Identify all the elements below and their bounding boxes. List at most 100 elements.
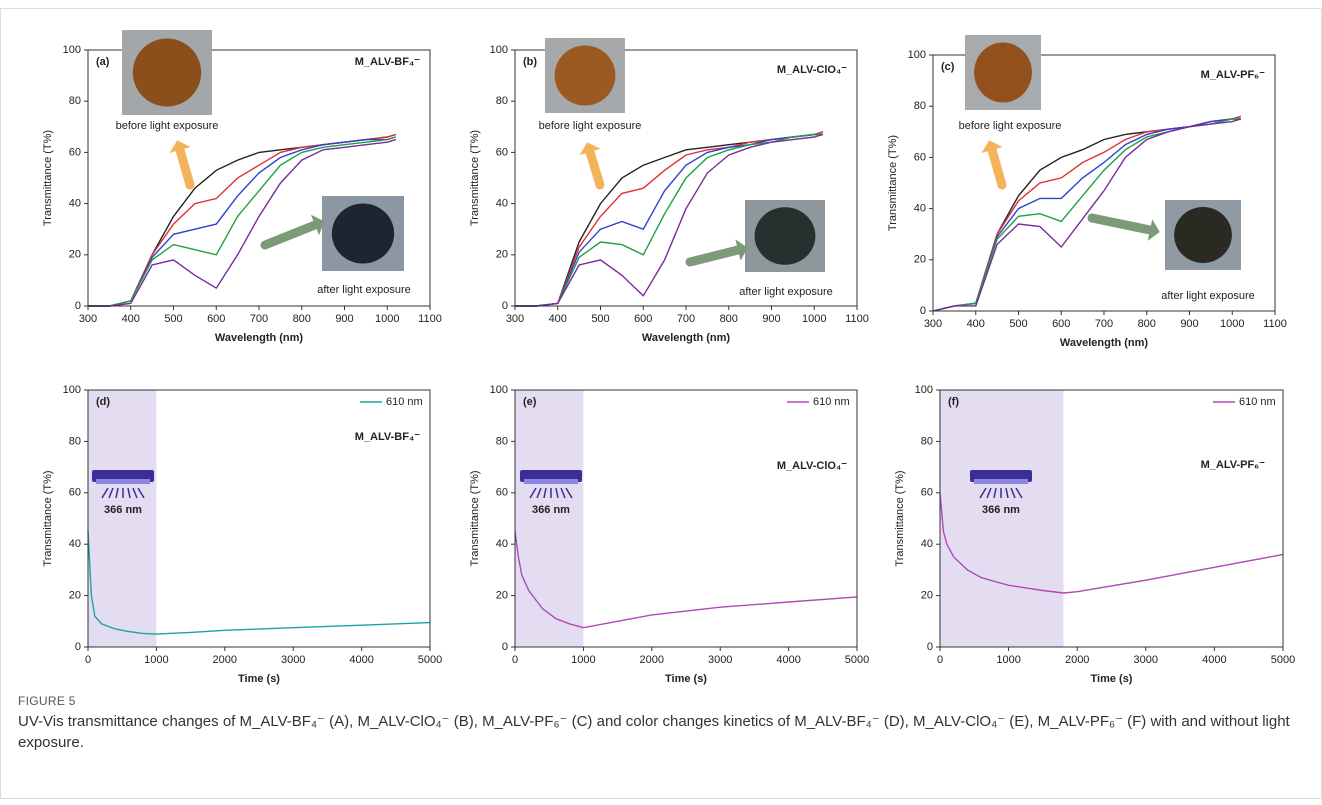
- sample-disc: [554, 45, 616, 106]
- sample-disc: [754, 207, 816, 265]
- panel-label: (a): [96, 56, 110, 68]
- y-axis-label: Transmittance (T%): [894, 470, 906, 566]
- inset-caption: after light exposure: [317, 284, 411, 296]
- lamp-label: 366 nm: [104, 504, 142, 516]
- arrow: [685, 245, 743, 267]
- x-tick-label: 1100: [1263, 318, 1287, 330]
- x-tick-label: 1000: [802, 313, 826, 325]
- lamp-ray: [986, 487, 992, 499]
- y-tick-label: 40: [69, 538, 81, 550]
- panel-title: M_ALV-ClO₄⁻: [777, 460, 847, 472]
- lamp-ray: [565, 487, 573, 499]
- x-tick-label: 2000: [1065, 654, 1089, 666]
- y-tick-label: 0: [920, 305, 926, 317]
- x-axis-label: Wavelength (nm): [215, 332, 304, 344]
- sample-disc: [331, 203, 395, 264]
- y-axis-label: Transmittance (T%): [469, 470, 481, 566]
- y-tick-label: 0: [502, 641, 508, 653]
- lamp-ray: [127, 487, 131, 499]
- x-tick-label: 0: [85, 654, 91, 666]
- arrow: [260, 220, 320, 250]
- lamp-ray: [1010, 487, 1016, 499]
- y-tick-label: 100: [490, 44, 508, 56]
- y-tick-label: 20: [921, 590, 933, 602]
- lamp-ray: [101, 487, 109, 499]
- lamp-ray: [536, 487, 542, 499]
- y-tick-label: 20: [496, 249, 508, 261]
- arrow-head: [981, 140, 1003, 154]
- x-tick-label: 3000: [281, 654, 305, 666]
- x-tick-label: 4000: [776, 654, 800, 666]
- sample-disc: [132, 38, 202, 107]
- y-tick-label: 80: [496, 95, 508, 107]
- x-tick-label: 1000: [1220, 318, 1244, 330]
- y-tick-label: 100: [490, 384, 508, 396]
- x-tick-label: 3000: [708, 654, 732, 666]
- inset-caption: before light exposure: [116, 120, 219, 132]
- y-tick-label: 60: [496, 146, 508, 158]
- y-tick-label: 0: [75, 300, 81, 312]
- y-tick-label: 40: [496, 538, 508, 550]
- y-tick-label: 60: [69, 146, 81, 158]
- panel-label: (e): [523, 396, 537, 408]
- lamp-ray: [1015, 487, 1023, 499]
- lamp-glow: [974, 479, 1028, 484]
- y-axis-label: Transmittance (T%): [469, 130, 481, 226]
- legend-label: 610 nm: [386, 396, 423, 408]
- lamp-ray: [543, 487, 547, 499]
- y-axis-label: Transmittance (T%): [42, 470, 54, 566]
- lamp-ray: [115, 487, 119, 499]
- legend-label: 610 nm: [1239, 396, 1276, 408]
- arrow: [987, 145, 1007, 190]
- arrow: [585, 147, 605, 190]
- y-tick-label: 80: [921, 435, 933, 447]
- lamp-ray: [137, 487, 145, 499]
- inset-caption: after light exposure: [739, 286, 833, 298]
- panel-title: M_ALV-BF₄⁻: [355, 431, 420, 443]
- y-tick-label: 60: [496, 487, 508, 499]
- x-tick-label: 800: [1138, 318, 1156, 330]
- arrow-head: [1147, 219, 1160, 241]
- axes-frame: [939, 389, 1284, 648]
- y-tick-label: 80: [496, 435, 508, 447]
- y-tick-label: 80: [69, 435, 81, 447]
- x-tick-label: 300: [924, 318, 942, 330]
- y-tick-label: 40: [921, 538, 933, 550]
- data-line: [88, 138, 397, 307]
- y-tick-label: 60: [69, 487, 81, 499]
- y-tick-label: 100: [915, 384, 933, 396]
- x-tick-label: 800: [293, 313, 311, 325]
- y-tick-label: 40: [914, 203, 926, 215]
- x-tick-label: 1000: [571, 654, 595, 666]
- x-tick-label: 500: [591, 313, 609, 325]
- x-tick-label: 0: [512, 654, 518, 666]
- x-tick-label: 2000: [640, 654, 664, 666]
- y-tick-label: 0: [927, 641, 933, 653]
- y-tick-label: 80: [914, 100, 926, 112]
- sample-disc: [1174, 207, 1232, 263]
- x-tick-label: 2000: [213, 654, 237, 666]
- arrow-head: [735, 239, 748, 261]
- data-line: [515, 133, 823, 307]
- y-tick-label: 0: [502, 300, 508, 312]
- x-axis-label: Time (s): [238, 673, 280, 685]
- arrow-head: [579, 142, 601, 156]
- data-line: [515, 133, 823, 307]
- y-tick-label: 100: [63, 44, 81, 56]
- arrow-head: [169, 140, 191, 154]
- lamp-ray: [993, 487, 997, 499]
- x-tick-label: 5000: [1271, 654, 1295, 666]
- data-line: [939, 492, 1284, 594]
- lamp-ray: [132, 487, 138, 499]
- y-tick-label: 100: [63, 384, 81, 396]
- y-tick-label: 20: [69, 249, 81, 261]
- lamp-label: 366 nm: [982, 504, 1020, 516]
- y-axis-label: Transmittance (T%): [887, 135, 899, 231]
- arrow: [1087, 213, 1155, 235]
- x-tick-label: 600: [207, 313, 225, 325]
- lamp-label: 366 nm: [532, 504, 570, 516]
- lamp-glow: [96, 479, 150, 484]
- x-tick-label: 900: [335, 313, 353, 325]
